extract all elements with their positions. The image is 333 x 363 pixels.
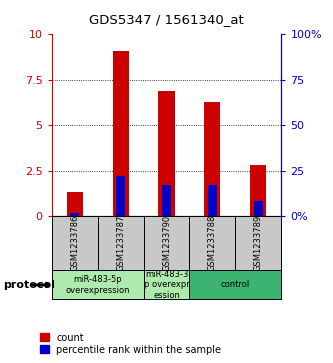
Bar (113, 51, 129, 216)
Bar (204, 102, 220, 216)
Bar (159, 91, 174, 216)
Bar (254, 201, 263, 216)
Bar (144, 270, 189, 299)
Bar (250, 165, 266, 216)
Bar (189, 216, 235, 270)
Text: miR-483-5p
overexpression: miR-483-5p overexpression (65, 275, 130, 295)
Text: GDS5347 / 1561340_at: GDS5347 / 1561340_at (89, 13, 244, 26)
Text: GSM1233788: GSM1233788 (208, 215, 217, 272)
Bar (67, 192, 83, 216)
Bar (235, 216, 281, 270)
Text: GSM1233790: GSM1233790 (162, 215, 171, 271)
Text: GSM1233786: GSM1233786 (70, 215, 79, 272)
Bar (116, 176, 125, 216)
Bar (144, 216, 189, 270)
Bar (52, 270, 144, 299)
Bar (70, 213, 79, 216)
Bar (189, 270, 281, 299)
Bar (52, 216, 98, 270)
Text: GSM1233787: GSM1233787 (116, 215, 125, 272)
Legend: count, percentile rank within the sample: count, percentile rank within the sample (40, 333, 221, 355)
Text: control: control (221, 281, 250, 289)
Text: miR-483-3
p overexpr
ession: miR-483-3 p overexpr ession (144, 270, 189, 300)
Bar (208, 185, 217, 216)
Text: protocol: protocol (3, 280, 55, 290)
Bar (98, 216, 144, 270)
Text: GSM1233789: GSM1233789 (254, 215, 263, 271)
Bar (162, 185, 171, 216)
